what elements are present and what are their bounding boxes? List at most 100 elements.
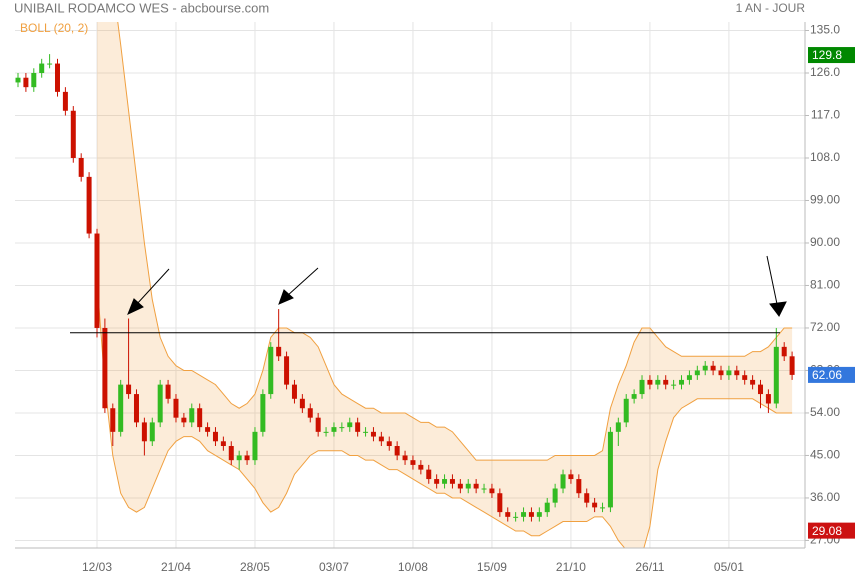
y-tick-label: 99.00 [810, 193, 840, 207]
candle-body [197, 408, 203, 428]
candle-body [370, 431, 376, 437]
grid-layer [15, 22, 805, 548]
candle-body [544, 502, 550, 513]
candle-body [252, 431, 258, 461]
candle-body [15, 77, 21, 83]
band-layer [96, 22, 793, 548]
candle-body [181, 417, 187, 423]
candle-body [513, 516, 519, 518]
price-badge [808, 47, 855, 64]
y-tick-label: 81.00 [810, 278, 840, 292]
candle-body [671, 384, 677, 386]
candle-body [394, 446, 400, 456]
candle-body [758, 384, 764, 395]
candle-body [173, 398, 179, 418]
price-badge [808, 522, 855, 539]
candle-body [189, 408, 195, 423]
candle-body [789, 356, 795, 375]
band-area [96, 22, 793, 548]
candle-body [39, 63, 45, 73]
candle-body [315, 417, 321, 432]
candle-body [23, 77, 29, 88]
candle-body [157, 384, 163, 423]
candle-body [363, 431, 369, 433]
candle-body [734, 370, 740, 376]
candle-body [86, 176, 92, 234]
candle-body [505, 512, 511, 517]
x-tick-label: 26/11 [635, 560, 664, 574]
candle-body [260, 394, 266, 432]
candle-body [276, 346, 282, 357]
candle-body [378, 436, 384, 442]
candle-body [560, 474, 566, 489]
candle-body [781, 346, 787, 357]
candle-body [442, 479, 448, 484]
candle-body [750, 379, 756, 385]
y-tick-label: 54.00 [810, 405, 840, 419]
candle-body [536, 512, 542, 517]
candle-body [149, 422, 155, 442]
candle-body [110, 408, 116, 432]
candle-body [694, 370, 700, 376]
candle-body [418, 464, 424, 470]
candle-body [47, 63, 53, 65]
x-tick-label: 21/10 [556, 560, 586, 574]
y-tick-label: 108.0 [810, 150, 840, 164]
candle-body [576, 479, 582, 494]
candle-body [205, 427, 211, 432]
candle-body [94, 233, 100, 328]
candle-body [141, 422, 147, 442]
candle-body [686, 375, 692, 380]
price-badge-label: 129.8 [812, 48, 842, 62]
candle-body [331, 427, 337, 432]
candle-body [268, 346, 274, 395]
candle-body [465, 483, 471, 489]
y-tick-label: 36.00 [810, 490, 840, 504]
candle-body [473, 483, 479, 489]
candle-body [679, 379, 685, 385]
x-tick-label: 12/03 [82, 560, 112, 574]
candle-body [607, 431, 613, 508]
candle-body [307, 408, 313, 418]
candle-body [62, 91, 68, 111]
candle-body [54, 63, 60, 92]
candle-body [236, 455, 242, 461]
candle-body [434, 479, 440, 484]
x-tick-label: 28/05 [240, 560, 270, 574]
period-label: 1 AN - JOUR [736, 1, 806, 15]
candle-body [244, 455, 250, 461]
y-tick-label: 72.00 [810, 320, 840, 334]
y-tick-label: 117.0 [811, 108, 840, 122]
price-badge [808, 366, 855, 383]
candle-body [615, 422, 621, 432]
candle-body [410, 460, 416, 465]
candle-body [552, 488, 558, 503]
candle-body [347, 422, 353, 428]
candle-body [220, 441, 226, 447]
candle-body [165, 384, 171, 399]
y-tick-label: 90.00 [810, 235, 840, 249]
indicator-label: BOLL (20, 2) [20, 21, 88, 35]
x-tick-label: 15/09 [477, 560, 507, 574]
candle-body [31, 72, 37, 88]
candle-body [355, 422, 361, 432]
candle-body [528, 512, 534, 517]
candle-body [284, 356, 290, 385]
candle-body [702, 365, 708, 371]
candle-body [78, 157, 84, 177]
candle-body [663, 379, 669, 385]
candle-body [291, 384, 297, 399]
annotation-arrows [127, 255, 787, 317]
candle-body [481, 488, 487, 490]
candle-body [710, 365, 716, 371]
y-tick-label: 126.0 [810, 65, 840, 79]
candle-body [449, 479, 455, 484]
x-tick-label: 21/04 [161, 560, 191, 574]
candle-body [339, 427, 345, 429]
candle-body [70, 110, 76, 158]
candle-body [323, 431, 329, 433]
x-tick-label: 10/08 [398, 560, 428, 574]
x-tick-label: 03/07 [319, 560, 349, 574]
candle-body [742, 375, 748, 380]
